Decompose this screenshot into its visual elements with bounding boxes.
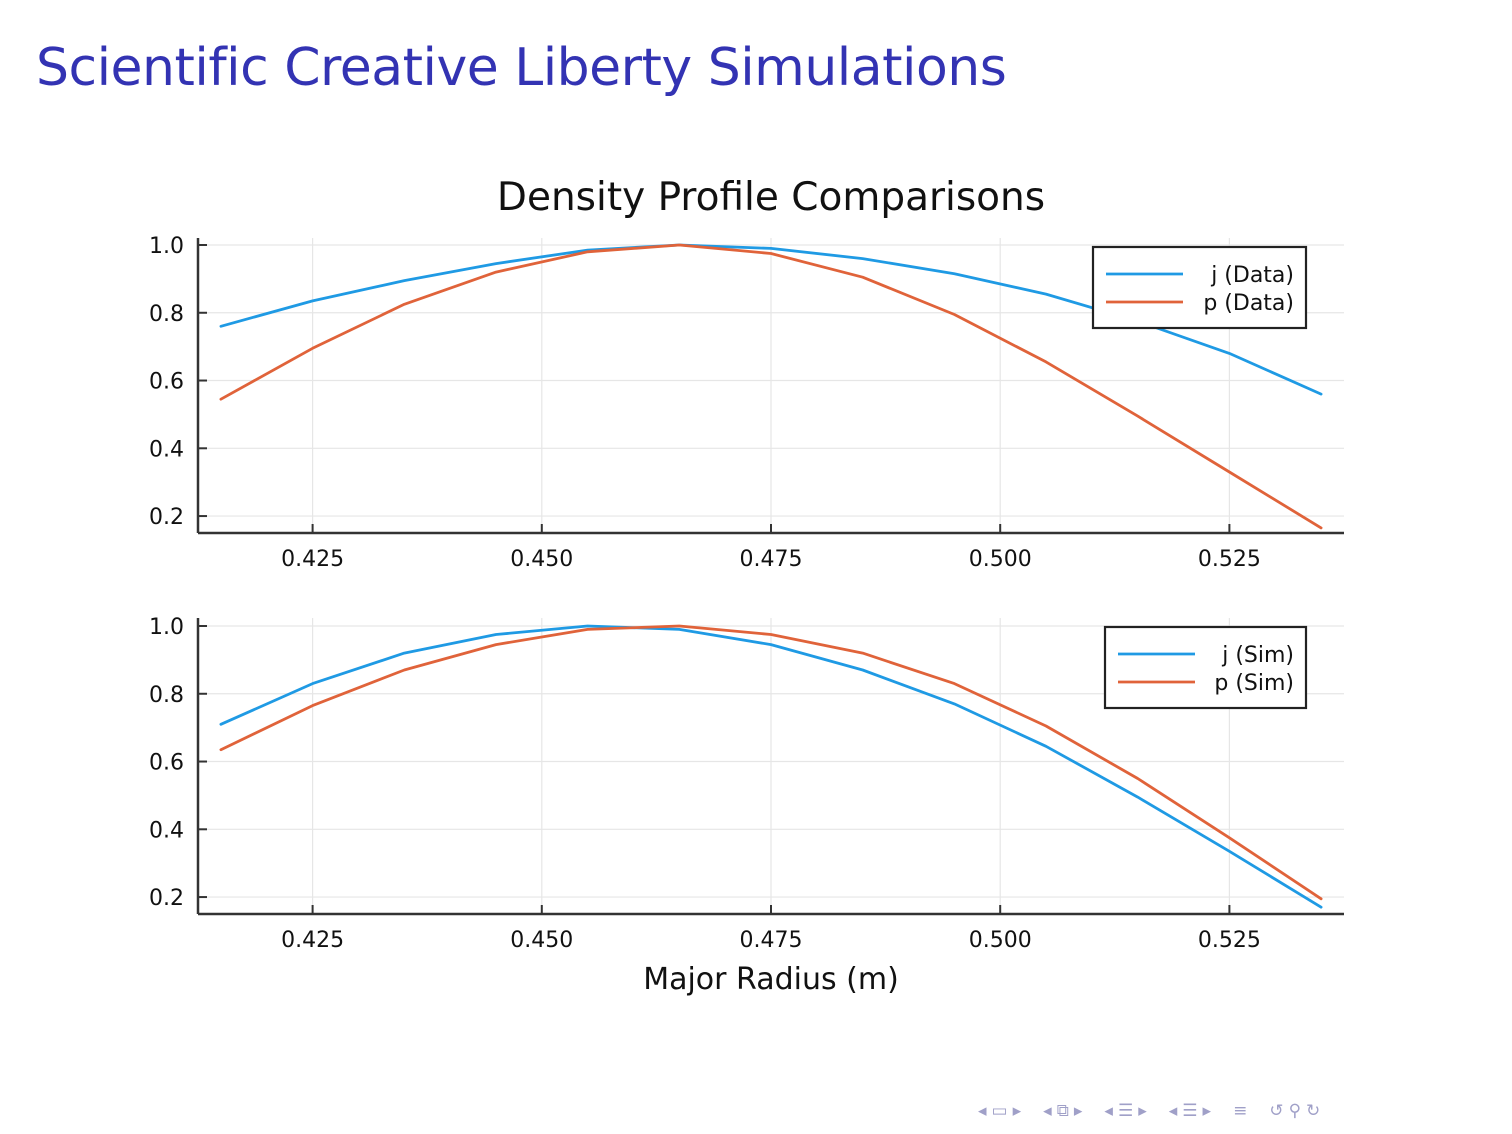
legend: j (Sim) p (Sim) <box>1103 625 1308 710</box>
nav-group[interactable]: ↺ ⚲ ↻ <box>1269 1101 1320 1121</box>
arrow-left-icon[interactable]: ◂ <box>1043 1101 1052 1121</box>
y-tick-label: 0.6 <box>149 370 184 395</box>
section-icon[interactable]: ☰ <box>1117 1101 1134 1121</box>
legend-entry: j (Sim) <box>1221 643 1294 668</box>
undo-icon[interactable]: ↺ <box>1269 1101 1284 1121</box>
arrow-right-icon[interactable]: ▸ <box>1138 1101 1147 1121</box>
beamer-navigation-bar[interactable]: ◂ ▭ ▸ ◂ ⧉ ▸ ◂ ☰ ▸ ◂ ☰ ▸ ≡ ↺ ⚲ ↻ <box>978 1097 1342 1125</box>
series-line-p-sim <box>219 624 1323 901</box>
legend-entry: j (Data) <box>1210 263 1294 288</box>
x-axis-label: Major Radius (m) <box>643 962 899 997</box>
x-tick-label: 0.525 <box>1198 547 1261 572</box>
y-tick-label: 1.0 <box>149 234 184 259</box>
arrow-left-icon[interactable]: ◂ <box>1168 1101 1178 1121</box>
y-tick-label: 0.2 <box>149 505 184 530</box>
chart-title: Density Profile Comparisons <box>497 175 1045 220</box>
nav-group[interactable]: ◂ ⧉ ▸ <box>1043 1101 1082 1121</box>
y-tick-label: 0.8 <box>149 302 184 327</box>
arrow-right-icon[interactable]: ▸ <box>1073 1101 1083 1121</box>
y-tick-label: 0.6 <box>149 751 184 776</box>
x-tick-label: 0.450 <box>510 547 573 572</box>
section-icon[interactable]: ☰ <box>1182 1101 1198 1121</box>
legend-box <box>1091 245 1308 330</box>
x-tick-label: 0.425 <box>281 547 344 572</box>
nav-group[interactable]: ◂ ▭ ▸ <box>978 1101 1021 1121</box>
arrow-left-icon[interactable]: ◂ <box>978 1101 987 1121</box>
y-tick-label: 0.2 <box>149 886 184 911</box>
x-tick-label: 0.450 <box>510 928 573 953</box>
slide-title: Scientific Creative Liberty Simulations <box>36 38 1007 98</box>
redo-icon[interactable]: ↻ <box>1306 1101 1321 1121</box>
y-tick-label: 0.8 <box>149 683 184 708</box>
x-tick-label: 0.525 <box>1198 928 1261 953</box>
series-line-j-sim <box>219 624 1323 909</box>
legend-entry: p (Sim) <box>1214 671 1294 696</box>
x-tick-label: 0.500 <box>969 547 1032 572</box>
x-tick-label: 0.500 <box>969 928 1032 953</box>
y-tick-label: 0.4 <box>149 437 184 462</box>
legend-entry: p (Data) <box>1203 291 1294 316</box>
top-panel-data: 0.425 0.450 0.475 0.500 0.525 0.2 0.4 0.6 0.8 1.0… <box>149 234 1344 572</box>
arrow-left-icon[interactable]: ◂ <box>1104 1101 1113 1121</box>
nav-group[interactable]: ◂ ☰ ▸ <box>1104 1101 1146 1121</box>
y-tick-label: 1.0 <box>149 615 184 640</box>
align-icon[interactable]: ≡ <box>1233 1101 1248 1121</box>
legend-box <box>1103 625 1308 710</box>
search-icon[interactable]: ⚲ <box>1288 1101 1302 1121</box>
arrow-right-icon[interactable]: ▸ <box>1202 1101 1212 1121</box>
nav-group[interactable]: ≡ <box>1233 1101 1247 1121</box>
y-tick-label: 0.4 <box>149 818 184 843</box>
nav-group[interactable]: ◂ ☰ ▸ <box>1169 1101 1211 1121</box>
series-line-p-data <box>219 243 1323 530</box>
subsection-icon[interactable]: ⧉ <box>1056 1101 1069 1121</box>
x-tick-label: 0.475 <box>740 547 803 572</box>
x-tick-label: 0.475 <box>740 928 803 953</box>
arrow-right-icon[interactable]: ▸ <box>1012 1101 1022 1121</box>
x-tick-label: 0.425 <box>281 928 344 953</box>
frame-icon[interactable]: ▭ <box>991 1101 1008 1121</box>
legend: j (Data) p (Data) <box>1091 245 1308 330</box>
bottom-panel-sim: 0.425 0.450 0.475 0.500 0.525 0.2 0.4 0.6 0.8 1.0… <box>149 615 1344 953</box>
